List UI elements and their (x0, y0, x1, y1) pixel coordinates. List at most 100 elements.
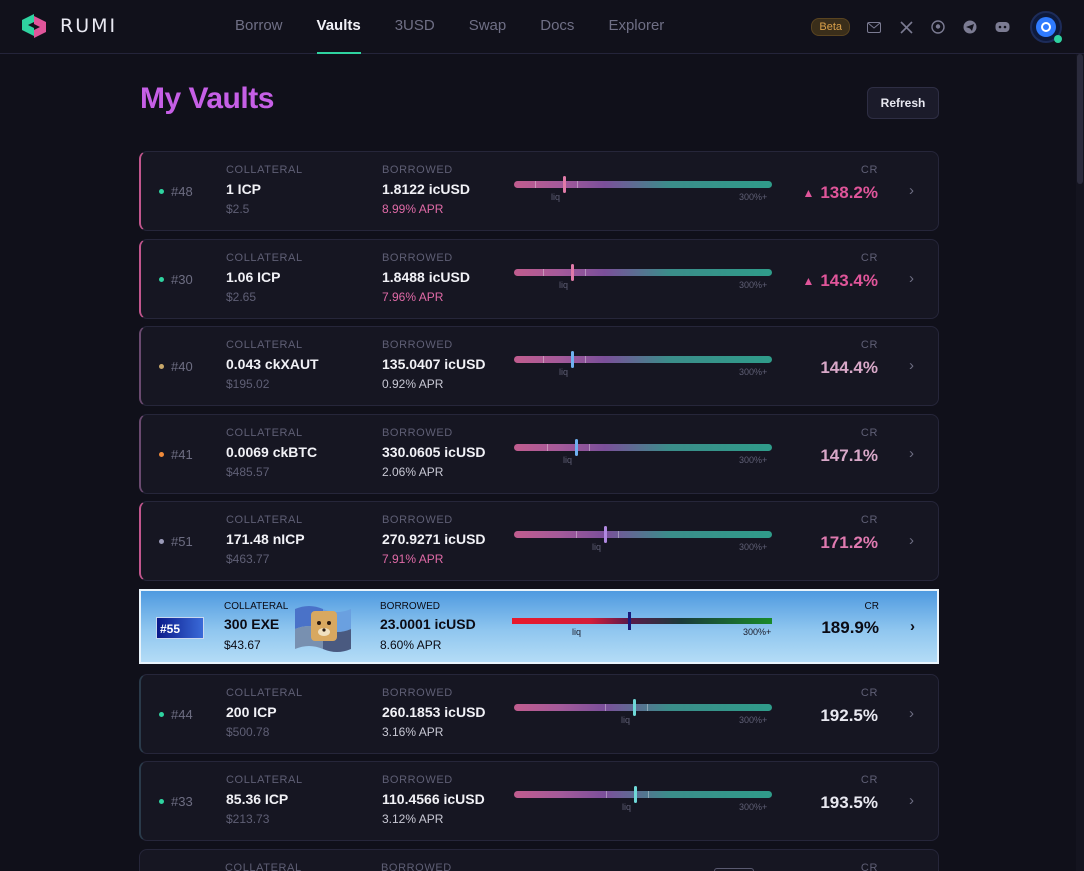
collateral-amount: 85.36 ICP (226, 791, 289, 807)
bar-max-label: 300%+ (739, 280, 768, 290)
borrowed-column: BORROWED 270.9271 icUSD 7.91% APR (382, 514, 486, 566)
bar-max-label: 300%+ (739, 367, 768, 377)
collateral-column: COLLATERAL (225, 862, 302, 871)
chevron-right-icon: › (909, 270, 914, 287)
wallet-icon (1036, 17, 1056, 37)
cr-health-bar (514, 351, 772, 368)
discord-icon[interactable] (994, 19, 1010, 35)
cr-value-text: 138.2% (820, 183, 878, 202)
collateral-label: COLLATERAL (226, 427, 303, 439)
vault-card[interactable]: #33 COLLATERAL 85.36 ICP $213.73 BORROWED 110… (139, 761, 939, 841)
nav-docs[interactable]: Docs (540, 17, 575, 34)
warning-icon: ▲ (802, 186, 815, 200)
x-icon[interactable] (898, 19, 914, 35)
cr-value: 171.2% (820, 533, 878, 553)
borrow-apr: 3.12% APR (382, 812, 444, 826)
vault-card[interactable]: #41 COLLATERAL 0.0069 ckBTC $485.57 BORROWED… (139, 414, 939, 494)
vault-card[interactable]: #40 COLLATERAL 0.043 ckXAUT $195.02 BORROWED… (139, 326, 939, 406)
borrowed-label: BORROWED (380, 601, 440, 612)
bar-tick (576, 531, 577, 538)
collateral-column: COLLATERAL 1.06 ICP $2.65 (226, 252, 303, 304)
chevron-right-icon: › (909, 445, 914, 462)
borrowed-column: BORROWED (381, 862, 452, 871)
collateral-amount: 171.48 nICP (226, 531, 305, 547)
mail-icon[interactable] (866, 19, 882, 35)
borrowed-amount: 135.0407 icUSD (382, 356, 486, 372)
borrow-apr: 2.06% APR (382, 465, 444, 479)
cr-marker (633, 699, 636, 716)
nav-3usd[interactable]: 3USD (394, 17, 435, 34)
vault-card[interactable]: #30 COLLATERAL 1.06 ICP $2.65 BORROWED 1.8488… (139, 239, 939, 319)
vault-id: #41 (159, 447, 193, 462)
bar-liq-label: liq (563, 455, 573, 465)
collateral-column: COLLATERAL 0.0069 ckBTC $485.57 (226, 427, 317, 479)
bar-liq-label: liq (572, 627, 582, 637)
bar-tick (618, 531, 619, 538)
borrowed-amount: 260.1853 icUSD (382, 704, 486, 720)
vault-card-55[interactable]: #55 COLLATERAL 300 EXE $43.67 BORROWED 2… (139, 589, 939, 664)
status-dot (159, 712, 164, 717)
cr-marker (571, 351, 574, 368)
cr-health-bar (514, 439, 772, 456)
bar-tick (606, 791, 607, 798)
refresh-button[interactable]: Refresh (867, 87, 939, 119)
bar-liq-label: liq (559, 367, 569, 377)
cr-label: CR (864, 601, 879, 612)
wallet-avatar[interactable] (1030, 11, 1062, 43)
vault-id: #55 (156, 617, 204, 639)
vault-id: #33 (159, 794, 193, 809)
collateral-usd: $213.73 (226, 812, 270, 826)
bar-tick (547, 444, 548, 451)
collateral-label: COLLATERAL (226, 687, 303, 699)
nav-swap[interactable]: Swap (468, 17, 507, 34)
vault-id: #44 (159, 707, 193, 722)
cr-column: CR ▲ 138.2% (802, 164, 878, 203)
github-icon[interactable] (930, 19, 946, 35)
bar-liq-label: liq (551, 192, 561, 202)
vault-id: #30 (159, 272, 193, 287)
borrowed-column: BORROWED 1.8488 icUSD 7.96% APR (382, 252, 470, 304)
vault-id-label: #30 (171, 272, 193, 287)
borrowed-column: BORROWED 330.0605 icUSD 2.06% APR (382, 427, 486, 479)
nav-borrow[interactable]: Borrow (235, 17, 283, 34)
page-title: My Vaults (140, 82, 274, 115)
status-dot (159, 539, 164, 544)
vault-card-partial[interactable]: COLLATERAL BORROWED CR (139, 849, 939, 871)
cr-value-text: 144.4% (820, 358, 878, 377)
brand-logo[interactable]: RUMI (18, 10, 117, 42)
cr-health-bar (514, 264, 772, 281)
vault-card[interactable]: #44 COLLATERAL 200 ICP $500.78 BORROWED 260.1… (139, 674, 939, 754)
telegram-icon[interactable] (962, 19, 978, 35)
borrow-apr: 7.96% APR (382, 290, 444, 304)
chevron-right-icon: › (909, 792, 914, 809)
collateral-usd: $43.67 (224, 638, 261, 652)
borrowed-amount: 270.9271 icUSD (382, 531, 486, 547)
collateral-column: COLLATERAL 0.043 ckXAUT $195.02 (226, 339, 319, 391)
cr-column: CR 193.5% (820, 774, 878, 813)
vault-card[interactable]: #51 COLLATERAL 171.48 nICP $463.77 BORROWED 2… (139, 501, 939, 581)
nav-vaults[interactable]: Vaults (300, 0, 378, 54)
bar-max-label: 300%+ (739, 802, 768, 812)
cr-marker (604, 526, 607, 543)
cr-health-bar (514, 526, 772, 543)
cr-value: 147.1% (820, 446, 878, 466)
beta-badge: Beta (811, 18, 850, 36)
status-dot (159, 277, 164, 282)
cr-value-text: 147.1% (820, 446, 878, 465)
cr-column: CR 192.5% (820, 687, 878, 726)
cr-value: ▲ 143.4% (802, 271, 878, 291)
status-dot (159, 799, 164, 804)
borrow-apr: 8.60% APR (380, 638, 442, 652)
chevron-right-icon: › (909, 705, 914, 722)
cr-value-text: 143.4% (820, 271, 878, 290)
collateral-label: COLLATERAL (226, 164, 303, 176)
vault-card[interactable]: #48 COLLATERAL 1 ICP $2.5 BORROWED 1.8122 icU… (139, 151, 939, 231)
borrowed-column: BORROWED 135.0407 icUSD 0.92% APR (382, 339, 486, 391)
bar-liq-label: liq (592, 542, 602, 552)
page-scrollbar[interactable] (1076, 54, 1084, 871)
bar-max-label: 300%+ (739, 542, 768, 552)
cr-column: CR 189.9% (821, 601, 879, 638)
nav-explorer[interactable]: Explorer (608, 17, 665, 34)
cr-marker (634, 786, 637, 803)
cr-marker (628, 612, 631, 630)
